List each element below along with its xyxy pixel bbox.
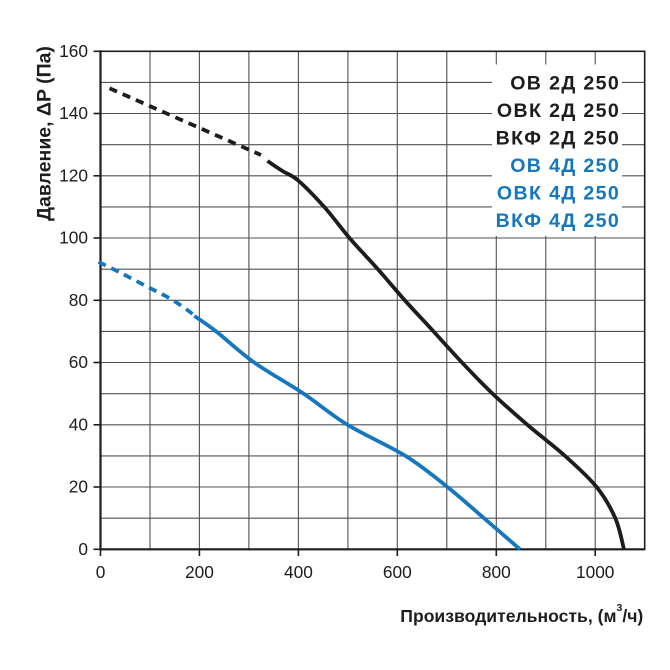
svg-text:120: 120 <box>59 165 88 185</box>
svg-text:400: 400 <box>284 562 313 582</box>
svg-text:200: 200 <box>185 562 214 582</box>
svg-text:800: 800 <box>482 562 511 582</box>
svg-text:600: 600 <box>383 562 412 582</box>
svg-text:40: 40 <box>69 414 88 434</box>
svg-text:ОВ 4Д 250: ОВ 4Д 250 <box>510 155 620 177</box>
svg-text:Производительность, (м3/ч): Производительность, (м3/ч) <box>400 602 643 626</box>
svg-text:ОВК 4Д 250: ОВК 4Д 250 <box>497 182 620 204</box>
svg-text:140: 140 <box>59 103 88 123</box>
svg-text:ВКФ 4Д 250: ВКФ 4Д 250 <box>496 210 621 232</box>
svg-text:0: 0 <box>96 562 106 582</box>
svg-text:160: 160 <box>59 41 88 61</box>
svg-text:ВКФ 2Д 250: ВКФ 2Д 250 <box>496 127 621 149</box>
svg-text:80: 80 <box>69 290 88 310</box>
svg-text:1000: 1000 <box>576 562 614 582</box>
svg-text:ОВК 2Д 250: ОВК 2Д 250 <box>497 100 620 122</box>
svg-text:ОВ 2Д 250: ОВ 2Д 250 <box>510 73 620 95</box>
svg-text:100: 100 <box>59 228 88 248</box>
svg-text:0: 0 <box>78 539 88 559</box>
svg-text:Давление, ΔP (Па): Давление, ΔP (Па) <box>34 46 56 221</box>
svg-text:20: 20 <box>69 477 88 497</box>
svg-text:60: 60 <box>69 352 88 372</box>
